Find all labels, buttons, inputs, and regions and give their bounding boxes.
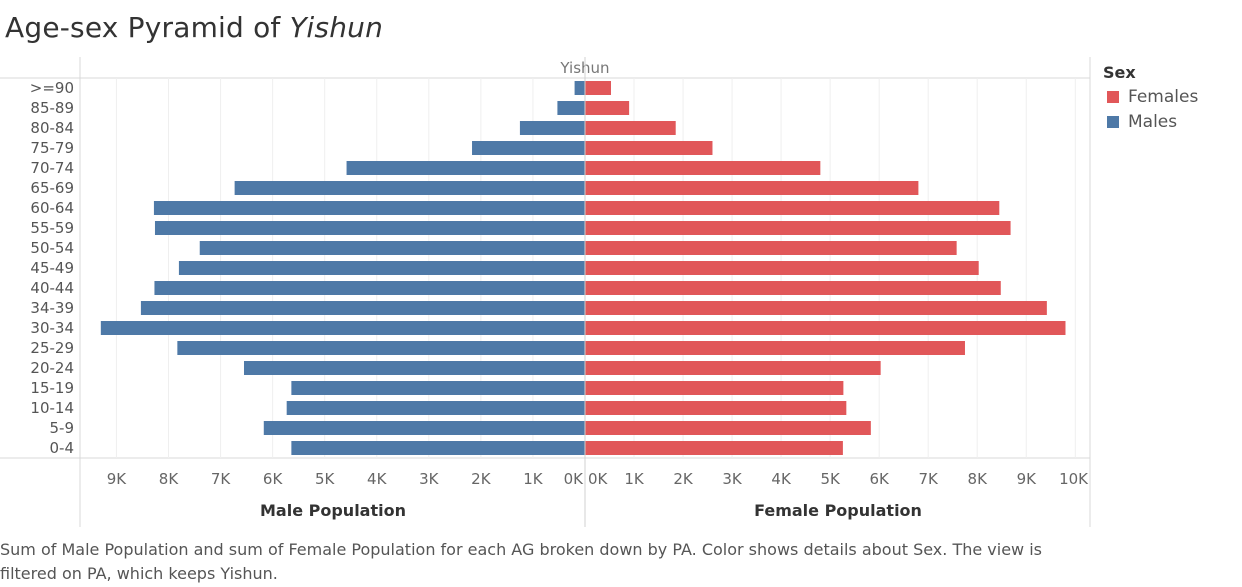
legend-label-females: Females <box>1128 86 1199 107</box>
age-group-label: 0-4 <box>50 439 75 457</box>
age-group-label: 25-29 <box>30 339 74 357</box>
male-bar-2529 <box>177 341 586 355</box>
age-group-label: 45-49 <box>30 259 74 277</box>
male-tick-label: 6K <box>263 470 284 488</box>
male-bar-04 <box>291 441 585 455</box>
legend-swatch-males <box>1107 115 1119 128</box>
age-group-label: 70-74 <box>30 159 74 177</box>
male-tick-label: 7K <box>211 470 232 488</box>
male-bar-8589 <box>557 101 585 115</box>
male-bar-5559 <box>154 221 586 235</box>
female-bar-7579 <box>585 141 713 155</box>
male-bar-3439 <box>140 301 586 315</box>
male-bar-6569 <box>234 181 585 195</box>
female-bar-7074 <box>585 161 821 175</box>
female-bar-2024 <box>585 361 881 375</box>
female-bar-1519 <box>585 381 844 395</box>
age-group-label: 5-9 <box>50 419 75 437</box>
female-tick-label: 10K <box>1059 470 1089 488</box>
legend: Sex Females Males <box>1103 63 1235 134</box>
male-tick-label: 0K <box>564 470 585 488</box>
female-tick-label: 5K <box>820 470 841 488</box>
female-bar-2529 <box>585 341 965 355</box>
age-group-label: 65-69 <box>30 179 74 197</box>
female-bar-6569 <box>585 181 919 195</box>
female-tick-label: 6K <box>869 470 890 488</box>
male-bar-90 <box>574 81 585 95</box>
female-bar-8084 <box>585 121 676 135</box>
male-bar-7074 <box>346 161 585 175</box>
male-bar-1519 <box>291 381 585 395</box>
female-bar-3034 <box>585 321 1066 335</box>
male-bar-3034 <box>100 321 586 335</box>
female-axis-title: Female Population <box>754 501 922 520</box>
age-group-label: 50-54 <box>30 239 74 257</box>
male-tick-label: 8K <box>159 470 180 488</box>
male-tick-label: 2K <box>471 470 492 488</box>
male-bar-5054 <box>199 241 586 255</box>
female-tick-label: 8K <box>968 470 989 488</box>
male-tick-label: 1K <box>523 470 544 488</box>
chart-title-place: Yishun <box>289 11 384 44</box>
male-tick-label: 4K <box>367 470 388 488</box>
female-tick-label: 9K <box>1017 470 1038 488</box>
caption: Sum of Male Population and sum of Female… <box>0 540 1042 583</box>
age-group-label: 60-64 <box>30 199 74 217</box>
male-tick-label: 5K <box>315 470 336 488</box>
female-bar-59 <box>585 421 871 435</box>
male-bar-4549 <box>178 261 585 275</box>
male-bar-4044 <box>154 281 585 295</box>
female-bar-4549 <box>585 261 979 275</box>
female-bar-6064 <box>585 201 1000 215</box>
chart-title-prefix: Age-sex Pyramid of <box>5 11 281 44</box>
age-group-label: 85-89 <box>30 99 74 117</box>
male-axis-title: Male Population <box>260 501 406 520</box>
female-bar-8589 <box>585 101 630 115</box>
male-tick-label: 9K <box>107 470 128 488</box>
female-tick-label: 7K <box>919 470 940 488</box>
female-bar-04 <box>585 441 843 455</box>
male-tick-label: 3K <box>419 470 440 488</box>
female-bar-3439 <box>585 301 1047 315</box>
legend-label-males: Males <box>1128 111 1178 132</box>
age-group-label: >=90 <box>30 79 74 97</box>
female-bar-90 <box>585 81 611 95</box>
male-bar-1014 <box>286 401 585 415</box>
male-bar-8084 <box>519 121 585 135</box>
male-bar-59 <box>263 421 585 435</box>
age-group-label: 34-39 <box>30 299 74 317</box>
legend-item-males[interactable]: Males <box>1103 109 1235 134</box>
female-bar-5054 <box>585 241 957 255</box>
age-group-label: 10-14 <box>30 399 74 417</box>
age-group-label: 80-84 <box>30 119 74 137</box>
age-group-label: 55-59 <box>30 219 74 237</box>
age-group-label: 30-34 <box>30 319 74 337</box>
male-bar-7579 <box>472 141 585 155</box>
chart-title: Age-sex Pyramid of Yishun <box>5 10 383 46</box>
female-tick-label: 3K <box>722 470 743 488</box>
male-bar-2024 <box>243 361 585 375</box>
female-tick-label: 1K <box>624 470 645 488</box>
male-bar-6064 <box>153 201 585 215</box>
female-tick-label: 0K <box>588 470 609 488</box>
female-bar-4044 <box>585 281 1001 295</box>
female-tick-label: 2K <box>673 470 694 488</box>
age-group-label: 20-24 <box>30 359 74 377</box>
age-group-label: 75-79 <box>30 139 74 157</box>
legend-item-females[interactable]: Females <box>1103 84 1235 109</box>
legend-swatch-females <box>1107 90 1119 103</box>
female-bar-1014 <box>585 401 847 415</box>
age-group-label: 40-44 <box>30 279 74 297</box>
female-tick-label: 4K <box>771 470 792 488</box>
age-group-label: 15-19 <box>30 379 74 397</box>
legend-title: Sex <box>1103 63 1136 82</box>
female-bar-5559 <box>585 221 1011 235</box>
